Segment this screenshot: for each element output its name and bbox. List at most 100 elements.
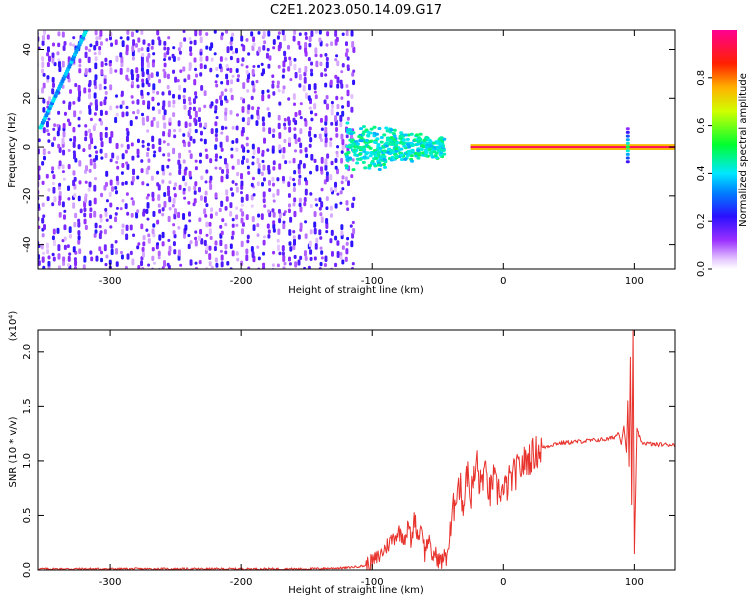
heatmap-cell [271, 182, 275, 187]
heatmap-cell [432, 150, 437, 154]
heatmap-cell [151, 143, 155, 149]
colorbar-gradient [712, 30, 737, 269]
heatmap-cell [57, 253, 61, 260]
heatmap-cell [410, 159, 415, 163]
heatmap-cell [58, 146, 62, 154]
heatmap-cell [292, 177, 296, 182]
heatmap-cell [121, 111, 125, 118]
heatmap-cell [78, 68, 82, 74]
heatmap-cell [156, 91, 160, 95]
heatmap-cell [299, 159, 303, 165]
heatmap-cell [115, 261, 119, 267]
heatmap-cell [281, 89, 285, 94]
spectrogram-ytick-label: 20 [22, 92, 33, 105]
heatmap-cell [288, 241, 292, 246]
heatmap-cell [394, 149, 399, 153]
heatmap-cell [51, 252, 55, 257]
heatmap-cell [235, 113, 239, 117]
snr-frame [37, 329, 676, 571]
heatmap-cell [241, 57, 245, 62]
heatmap-cell [240, 173, 244, 180]
heatmap-cell [309, 229, 313, 235]
heatmap-cell [152, 52, 156, 56]
heatmap-cell [79, 208, 83, 214]
heatmap-cell [125, 135, 129, 143]
heatmap-cell [310, 153, 314, 161]
heatmap-cell [161, 91, 165, 96]
heatmap-cell [277, 31, 281, 35]
heatmap-cell [168, 206, 172, 211]
colorbar-tick-label: 0.8 [696, 70, 707, 86]
heatmap-cell [251, 143, 255, 150]
heatmap-cell [119, 67, 123, 75]
heatmap-cell [205, 233, 209, 237]
heatmap-cell [99, 131, 103, 138]
heatmap-cell [99, 230, 103, 235]
heatmap-cell [126, 67, 130, 73]
heatmap-cell [172, 230, 176, 235]
heatmap-cell [235, 137, 239, 144]
heatmap-cell [329, 141, 333, 148]
heatmap-cell [41, 40, 45, 46]
heatmap-cell [157, 250, 161, 257]
heatmap-cell [116, 155, 120, 161]
heatmap-cell [293, 197, 297, 203]
heatmap-cell [436, 148, 441, 152]
heatmap-cell [229, 87, 233, 93]
heatmap-cell [204, 122, 208, 128]
heatmap-cell [136, 73, 140, 79]
heatmap-cell [83, 255, 87, 263]
heatmap-cell [126, 253, 130, 260]
heatmap-cell [146, 115, 150, 122]
heatmap-cell [372, 125, 377, 129]
heatmap-cell [267, 229, 271, 234]
heatmap-cell [57, 58, 61, 62]
heatmap-cell [382, 163, 387, 167]
heatmap-cell [83, 218, 87, 225]
heatmap-cell [340, 133, 344, 140]
heatmap-cell [126, 143, 130, 150]
heatmap-cell [341, 259, 345, 265]
heatmap-cell [314, 94, 318, 100]
heatmap-cell [245, 136, 249, 141]
heatmap-cell [136, 209, 140, 214]
heatmap-cell [168, 128, 172, 134]
heatmap-cell [267, 234, 271, 239]
heatmap-cell [239, 96, 243, 101]
heatmap-cell [136, 99, 140, 105]
heatmap-cell [131, 56, 135, 61]
heatmap-cell [109, 202, 113, 208]
heatmap-cell [281, 251, 285, 256]
heatmap-cell [350, 106, 354, 113]
heatmap-cell [38, 138, 41, 143]
heatmap-cell [183, 104, 187, 110]
heatmap-cell [341, 144, 345, 151]
heatmap-cell [353, 153, 358, 157]
heatmap-cell [261, 116, 265, 122]
heatmap-cell [215, 127, 219, 134]
heatmap-cell [119, 250, 123, 255]
heatmap-cell [335, 54, 339, 58]
heatmap-cell [315, 203, 319, 207]
spectrogram-x-ticks: -300 -200 -100 0 100 [99, 30, 644, 287]
heatmap-cell [172, 99, 176, 105]
snr-xtick-label: -200 [230, 577, 253, 588]
heatmap-cell [276, 80, 280, 86]
heatmap-cell [110, 248, 114, 256]
heatmap-cell [199, 72, 203, 77]
heatmap-cell [182, 66, 186, 72]
heatmap-cell [158, 146, 162, 153]
heatmap-cell [271, 263, 275, 267]
heatmap-cell [141, 246, 145, 252]
heatmap-cell [287, 256, 291, 262]
heatmap-cell [177, 225, 181, 230]
heatmap-cell [346, 56, 350, 61]
heatmap-cell [194, 30, 198, 37]
heatmap-cell [199, 56, 203, 62]
heatmap-cell [324, 115, 328, 123]
heatmap-cell [162, 100, 166, 107]
heatmap-cell [241, 228, 245, 235]
heatmap-cell [125, 192, 129, 196]
heatmap-cell [229, 40, 233, 46]
heatmap-cell [341, 105, 345, 109]
